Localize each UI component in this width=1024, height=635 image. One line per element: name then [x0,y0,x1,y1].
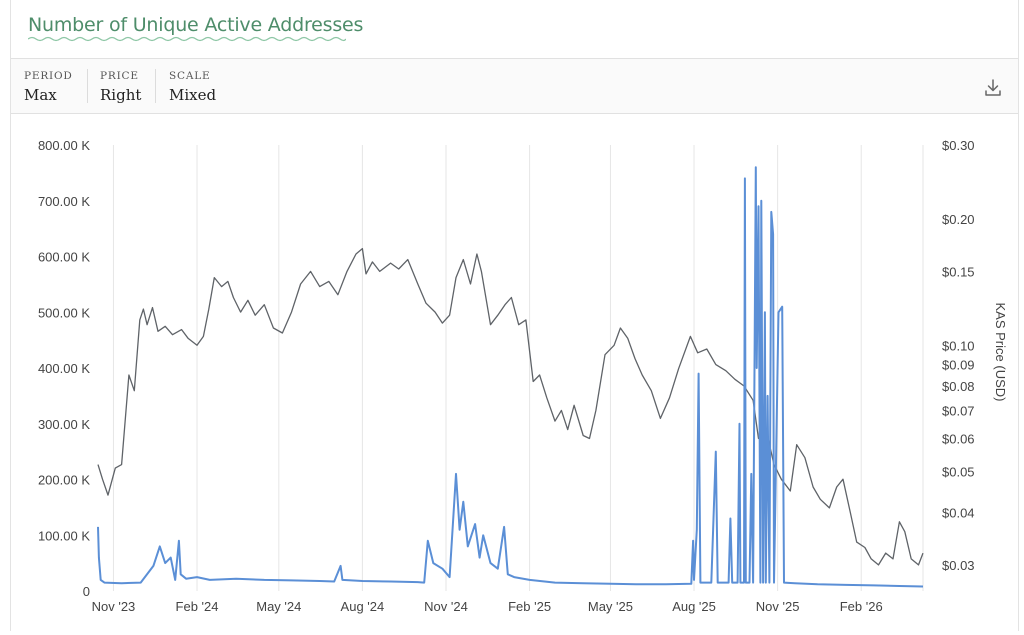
chart-card: Number of Unique Active Addresses PERIOD… [10,0,1019,631]
y-right-tick-label: $0.10 [942,338,975,353]
y-right-tick-label: $0.30 [942,138,975,153]
y-right-tick-label: $0.20 [942,212,975,227]
y-right-tick-label: $0.04 [942,505,975,520]
download-icon [985,79,1001,96]
addresses-series-line [97,166,924,588]
download-button[interactable] [982,77,1004,99]
chart-svg: Nov '23 Feb '24 May '24 Aug '24 Nov '24 Feb '… [38,138,1008,614]
control-divider [87,69,88,103]
y-left-tick-label: 300.00 K [38,417,90,432]
y-left-tick-label: 200.00 K [38,473,90,488]
y-right-tick-label: $0.03 [942,558,975,573]
y-right-tick-label: $0.09 [942,358,975,373]
title-bar: Number of Unique Active Addresses [11,0,1018,59]
x-tick-label: Aug '25 [672,599,716,614]
x-tick-label: Feb '24 [176,599,219,614]
y-left-tick-label: 700.00 K [38,194,90,209]
title-underline [28,36,346,42]
x-tick-label: Nov '25 [756,599,800,614]
x-tick-label: Nov '24 [424,599,468,614]
y-left-tick-label: 0 [83,584,90,599]
y-right-axis-title: KAS Price (USD) [993,303,1008,402]
period-label: PERIOD [24,70,73,82]
y-left-tick-label: 500.00 K [38,305,90,320]
y-left-tick-label: 800.00 K [38,138,90,153]
chart-controls: PERIOD Max PRICE Right SCALE Mixed [11,59,1018,114]
x-tick-label: May '24 [256,599,301,614]
y-left-tick-label: 600.00 K [38,250,90,265]
chart-area: Nov '23 Feb '24 May '24 Aug '24 Nov '24 Feb '… [11,114,1018,631]
y-right-tick-label: $0.15 [942,264,975,279]
y-left-tick-label: 400.00 K [38,361,90,376]
x-tick-label: Nov '23 [92,599,136,614]
scale-value: Mixed [169,86,217,104]
y-right-tick-label: $0.08 [942,379,975,394]
x-tick-label: Feb '26 [840,599,883,614]
period-value: Max [24,86,57,104]
y-right-tick-label: $0.06 [942,432,975,447]
y-right-tick-label: $0.05 [942,465,975,480]
price-series-line [97,247,924,566]
chart-title: Number of Unique Active Addresses [28,14,364,36]
x-tick-label: Feb '25 [508,599,551,614]
price-label: PRICE [100,70,139,82]
x-tick-label: May '25 [588,599,633,614]
control-divider [155,69,156,103]
y-left-tick-label: 100.00 K [38,528,90,543]
price-value: Right [100,86,142,104]
scale-label: SCALE [169,70,211,82]
y-right-tick-label: $0.07 [942,403,975,418]
x-tick-label: Aug '24 [341,599,385,614]
